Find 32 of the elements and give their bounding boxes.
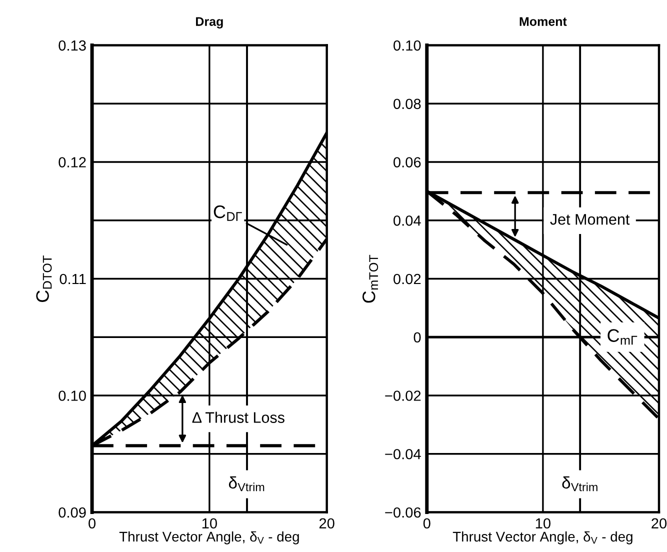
- x-tick-label: 20: [652, 518, 667, 529]
- y-tick-label: −0.06: [385, 507, 421, 518]
- y-tick-label: 0.02: [394, 274, 421, 284]
- y-axis-title: C$_{DTOT}$: [36, 256, 52, 302]
- annotation: C$_{DΓ}$: [214, 205, 242, 221]
- x-tick-label: 0: [88, 518, 96, 529]
- y-tick-label: 0.10: [394, 40, 421, 51]
- y-tick-label: 0.08: [394, 98, 421, 110]
- y-tick-label: 0.11: [60, 274, 86, 284]
- chart-title: Moment: [520, 17, 567, 26]
- y-tick-label: 0.13: [58, 40, 86, 51]
- y-tick-label: 0.06: [394, 157, 421, 168]
- y-tick-label: 0: [414, 332, 421, 343]
- x-axis-title: Thrust Vector Angle, δ$_{V}$ - deg: [119, 531, 299, 544]
- y-axis-title: C$_{mTOT}$: [362, 254, 378, 303]
- y-tick-label: −0.02: [385, 390, 421, 401]
- x-tick-label: 20: [319, 518, 334, 529]
- x-tick-label: 10: [536, 518, 550, 529]
- annotation: C$_{mΓ}$: [608, 329, 638, 345]
- y-tick-label: 0.09: [58, 507, 86, 518]
- x-axis-title: Thrust Vector Angle, δ$_{V}$ - deg: [452, 531, 632, 544]
- y-tick-label: −0.04: [385, 448, 421, 460]
- x-tick-label: 0: [423, 518, 430, 529]
- ref-line-label: δ$_{Vtrim}$: [562, 476, 598, 492]
- annotation: Δ Thrust Loss: [192, 412, 284, 423]
- x-tick-label: 10: [202, 518, 217, 529]
- ref-line-label: δ$_{Vtrim}$: [228, 476, 264, 492]
- chart-title: Drag: [196, 17, 223, 28]
- y-tick-label: 0.12: [58, 157, 86, 168]
- y-tick-label: 0.04: [394, 215, 421, 226]
- annotation: Jet Moment: [550, 214, 630, 225]
- y-tick-label: 0.10: [58, 390, 86, 401]
